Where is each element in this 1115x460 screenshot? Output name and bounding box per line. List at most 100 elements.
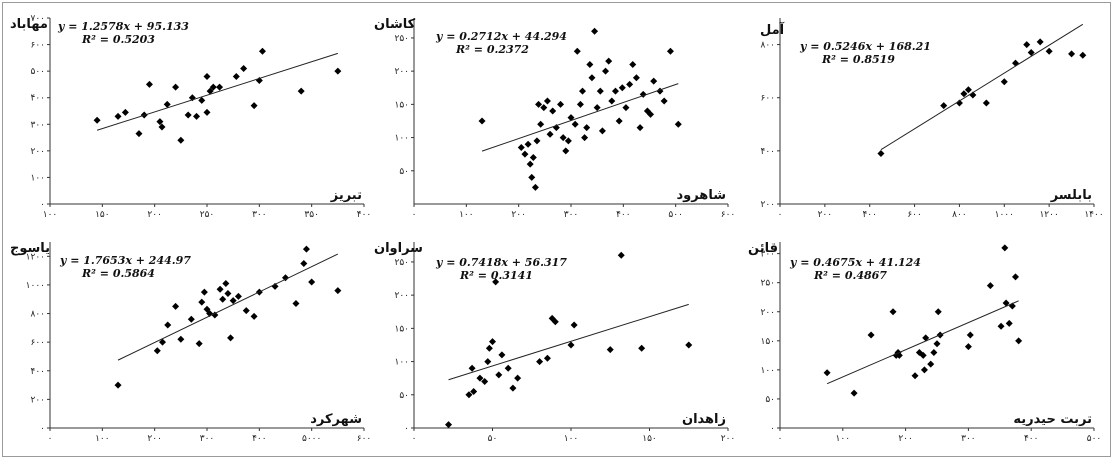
chart-yasuj-shahrekord: ۰ ۱۰۰ ۲۰۰ ۳۰۰ ۴۰۰ ۵۰۰۰ ۶۰۰ ۰ ۲۰۰ ۴۰۰ ۶۰۰ ۸۰۰ ۱۰۰۰ ۱۲… [10,241,371,444]
regression-equation: y = 0.7418x + 56.317 [435,256,567,269]
x-tick-label: ۱۰۰ [564,434,579,444]
x-tick-label: ۳۰۰ [252,210,267,220]
y-tick-label: ۵۰ [399,167,409,177]
data-point [1005,319,1013,327]
x-tick-label: ۸۰۰ [952,210,967,220]
x-tick-label: ۰ [412,434,417,444]
y-tick-label: ۵۰۰ [30,67,45,77]
data-point [636,124,644,132]
data-point [850,389,858,397]
y-station-label: قائن [748,241,778,256]
y-tick-label: ۵۰ [765,395,775,405]
data-point [470,387,478,395]
data-point [1079,51,1087,59]
data-point [557,100,565,108]
x-ticks: ۰ ۱۰۰ ۲۰۰ ۳۰۰ ۴۰۰ ۵۰۰ [778,428,1101,444]
x-station-label: زاهدان [682,412,726,427]
data-point [529,154,537,161]
data-point [495,371,503,379]
x-ticks: ۰ ۲۰۰ ۴۰۰ ۶۰۰ ۸۰۰ ۱۰۰۰ ۱۲۰۰ ۱۴۰۰ [778,204,1102,220]
y-tick-label: ۳۰۰ [760,250,775,260]
data-point [982,99,990,107]
data-point [955,99,963,107]
data-point [229,297,237,305]
data-point [93,116,101,124]
trendline [880,23,1084,151]
x-tick-label: ۱۵۰ [95,210,110,220]
regression-equation: y = 1.7653x + 244.97 [59,254,191,267]
trendline [96,52,338,131]
data-point [216,83,224,91]
y-tick-label: ۱۵۰ [760,337,775,347]
data-point [211,311,219,319]
y-tick-label: ۲۰۰ [30,395,45,405]
data-point [504,364,512,372]
data-point [216,285,224,293]
data-point [509,384,517,392]
x-tick-label: ۰ [48,434,53,444]
x-tick-label: ۲۰۰ [898,434,913,444]
data-points [877,38,1087,158]
data-point [524,140,532,148]
y-tick-label: ۲۰۰ [394,291,409,301]
data-point [242,307,250,315]
data-point [626,80,634,88]
data-point [536,358,544,366]
x-tick-label: ۳۰۰ [961,434,976,444]
x-ticks: ۰ ۵۰ ۱۰۰ ۱۵۰ ۲۰۰ [412,428,735,444]
y-tick-label: ۱۰۰۰ [26,281,45,291]
y-ticks: ۰ ۵۰ ۱۰۰ ۱۵۰ ۲۰۰ ۲۵۰ [394,258,414,434]
data-point [121,108,129,116]
y-tick-label: ۱۰۰ [30,173,45,183]
x-ticks: ۰ ۱۰۰ ۲۰۰ ۳۰۰ ۴۰۰ ۵۰۰۰ ۶۰۰ [48,428,371,444]
data-point [308,278,316,286]
data-point [966,331,974,339]
data-points [478,27,682,191]
y-tick-label: ۲۵۰ [760,279,775,289]
data-point [292,300,300,308]
data-point [484,358,492,366]
data-point [602,67,610,75]
data-point [598,127,606,135]
data-points [445,251,693,429]
data-point [195,340,203,348]
data-point [548,314,556,322]
x-tick-label: ۰ [778,210,783,220]
x-tick-label: ۱۰۰۰ [995,210,1014,220]
regression-equation: y = 1.2578x + 95.133 [57,20,189,33]
r-squared: R² = 0.5203 [81,33,155,46]
r-squared: R² = 0.4867 [813,269,887,282]
data-point [227,334,235,342]
y-tick-label: ۸۰۰ [760,41,775,51]
data-point [608,97,616,105]
x-tick-label: ۵۰۰۰ [302,434,321,444]
x-tick-label: ۴۰۰ [357,210,372,220]
data-point [537,120,545,128]
data-point [478,117,486,125]
data-points [93,47,342,144]
data-point [564,137,572,145]
y-tick-label: ۲۰۰ [394,67,409,77]
axes [779,18,1094,205]
data-point [297,87,305,95]
data-point [632,74,640,82]
x-tick-label: ۲۰۰ [818,210,833,220]
data-point [158,123,166,131]
r-squared: R² = 0.3141 [459,269,533,282]
data-point [562,147,570,155]
data-point [960,90,968,98]
data-point [867,331,875,339]
data-point [927,360,935,368]
x-tick-label: ۴۰۰ [862,210,877,220]
y-tick-label: ۳۰۰ [30,120,45,130]
y-ticks: ۰ ۱۰۰ ۲۰۰ ۳۰۰ ۴۰۰ ۵۰۰ ۶۰۰ ۷۰۰ [30,14,50,210]
x-tick-label: ۴۰۰ [252,434,267,444]
y-tick-label: ۰ [404,424,409,434]
data-point [540,104,548,112]
data-point [579,87,587,95]
data-point [618,84,626,92]
data-point [250,102,258,110]
data-point [302,245,310,253]
y-tick-label: ۷۰۰ [30,14,45,24]
